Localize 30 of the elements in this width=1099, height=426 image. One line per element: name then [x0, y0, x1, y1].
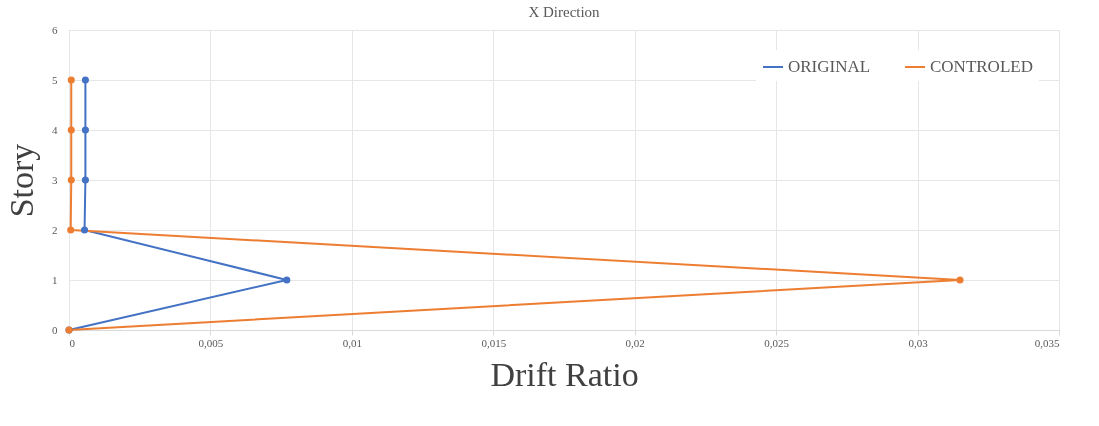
x-tick-label: 0,035: [1034, 336, 1060, 349]
point: [67, 76, 75, 84]
point: [81, 226, 89, 234]
legend-label: CONTROLED: [930, 57, 1033, 76]
x-tick-label: 0,02: [625, 336, 645, 349]
y-tick-label: 3: [52, 173, 58, 186]
point: [67, 126, 75, 134]
y-tick-label: 6: [52, 23, 58, 36]
x-tick-label: 0,025: [764, 336, 790, 349]
y-tick-label: 4: [52, 123, 58, 136]
legend-label: ORIGINAL: [788, 57, 871, 76]
point: [67, 176, 75, 184]
point: [81, 76, 89, 84]
x-tick-label: 0,015: [481, 336, 507, 349]
point: [81, 176, 89, 184]
y-tick-label: 0: [52, 323, 58, 336]
point: [81, 126, 89, 134]
point: [283, 276, 291, 284]
x-tick-label: 0: [69, 336, 76, 349]
x-tick-label: 0,03: [908, 336, 929, 349]
chart-title: X Direction: [528, 4, 601, 20]
y-tick-label: 5: [52, 73, 58, 86]
point: [956, 276, 964, 284]
point: [67, 226, 75, 234]
y-tick-label: 2: [52, 223, 58, 236]
y-tick-label: 1: [52, 273, 58, 286]
x-tick-label: 0,005: [198, 336, 224, 349]
y-axis-title: Story: [3, 143, 40, 218]
x-tick-label: 0,01: [342, 336, 362, 349]
x-axis-title: Drift Ratio: [490, 355, 639, 393]
